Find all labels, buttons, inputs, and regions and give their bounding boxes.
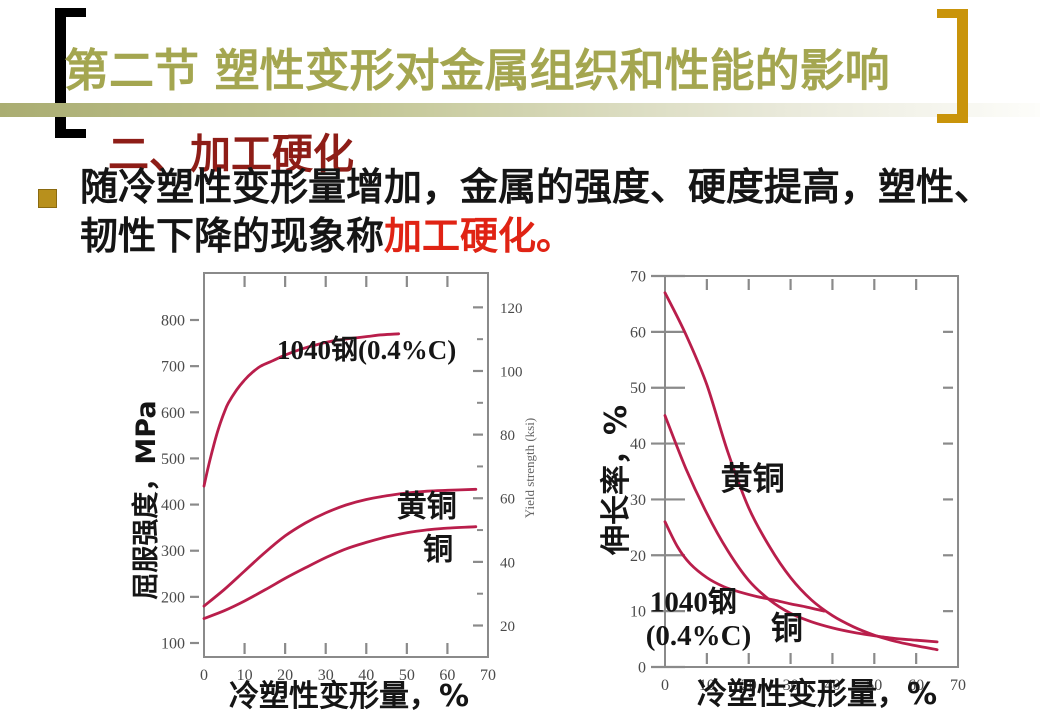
curve-label: 1040钢(0.4%C) <box>277 335 456 365</box>
y-axis-title: 屈服强度，MPa <box>130 400 162 599</box>
x-axis-title: 冷塑性变形量，% <box>229 679 469 714</box>
x-tick-label: 40 <box>358 667 374 684</box>
bullet-line2: 韧性下降的现象称 <box>80 214 385 258</box>
y-tick-label: 100 <box>161 636 185 653</box>
y-tick-label: 20 <box>630 548 646 565</box>
series-curve-0 <box>663 291 939 652</box>
x-tick-label: 10 <box>699 677 715 694</box>
x-tick-label: 10 <box>237 667 253 684</box>
bullet-marker <box>38 189 57 208</box>
x-tick-label: 50 <box>399 667 415 684</box>
plot-frame <box>664 275 960 668</box>
bullet-highlight: 加工硬化。 <box>384 214 575 258</box>
right-tick-label: 120 <box>500 301 523 317</box>
series-curve-2 <box>202 525 478 620</box>
series-curve-1 <box>663 414 939 644</box>
y-tick-label: 800 <box>161 313 185 330</box>
elongation-chart: 0 10 20 30 40 50 60 70 0 10 20 30 40 50 60 70 黄铜 1040钢(0.… <box>599 269 966 713</box>
y-tick-label: 50 <box>630 380 646 397</box>
right-tick-label: 60 <box>500 492 515 508</box>
y-axis-title: 伸长率，% <box>599 405 634 556</box>
x-tick-label: 40 <box>824 677 840 694</box>
x-tick-label: 30 <box>318 667 334 684</box>
right-tick-label: 80 <box>500 428 515 444</box>
curve-label: 黄铜 <box>721 460 785 496</box>
title-underline-band <box>0 103 1040 117</box>
series-curve-0 <box>202 332 401 488</box>
right-bracket-decoration <box>937 9 968 123</box>
y-tick-label: 400 <box>161 497 185 514</box>
y-tick-label: 300 <box>161 543 185 560</box>
x-tick-label: 0 <box>200 667 208 684</box>
y-tick-label: 40 <box>630 436 646 453</box>
y-tick-label: 70 <box>630 269 646 286</box>
bullet-paragraph: 随冷塑性变形量增加，金属的强度、硬度提高，塑性、 韧性下降的现象称加工硬化。 <box>80 163 992 261</box>
y-tick-label: 600 <box>161 405 185 422</box>
x-tick-label: 60 <box>439 667 455 684</box>
series-curve-1 <box>202 487 478 608</box>
curve-label: 铜 <box>771 610 803 646</box>
page-title: 第二节 塑性变形对金属组织和性能的影响 <box>64 44 890 97</box>
x-tick-label: 70 <box>480 667 496 684</box>
x-tick-label: 0 <box>661 677 669 694</box>
curve-label: 1040钢 <box>650 586 737 619</box>
y-tick-label: 30 <box>630 492 646 509</box>
right-tick-label: 100 <box>500 364 523 380</box>
right-tick-label: 40 <box>500 555 515 571</box>
x-tick-label: 50 <box>866 677 882 694</box>
bullet-line1: 随冷塑性变形量增加，金属的强度、硬度提高，塑性、 <box>80 165 993 209</box>
right-tick-label: 20 <box>500 619 515 635</box>
plot-frame <box>203 272 489 658</box>
x-tick-label: 60 <box>908 677 924 694</box>
curve-label: 黄铜 <box>397 491 457 524</box>
y-tick-label: 700 <box>161 359 185 376</box>
series-curve-2 <box>663 520 826 613</box>
curve-label: 铜 <box>423 533 453 566</box>
y-tick-label: 500 <box>161 451 185 468</box>
y-tick-label: 0 <box>638 660 646 677</box>
y-tick-label: 60 <box>630 324 646 341</box>
right-y-axis-title: Yield strength (ksi) <box>522 418 537 518</box>
x-tick-label: 70 <box>950 677 966 694</box>
yield-strength-chart: 100 200 300 400 500 600 700 800 0 10 20 30 40 50 60 70 2… <box>130 272 537 714</box>
section-subtitle: 二、加工硬化 <box>108 130 354 178</box>
x-tick-label: 20 <box>277 667 293 684</box>
curve-label: (0.4%C) <box>646 620 752 652</box>
x-axis-title: 冷塑性变形量，% <box>697 677 937 712</box>
y-tick-label: 10 <box>630 604 646 621</box>
x-tick-label: 30 <box>783 677 799 694</box>
y-tick-label: 200 <box>161 589 185 606</box>
left-bracket-decoration <box>55 8 86 138</box>
x-tick-label: 20 <box>741 677 757 694</box>
